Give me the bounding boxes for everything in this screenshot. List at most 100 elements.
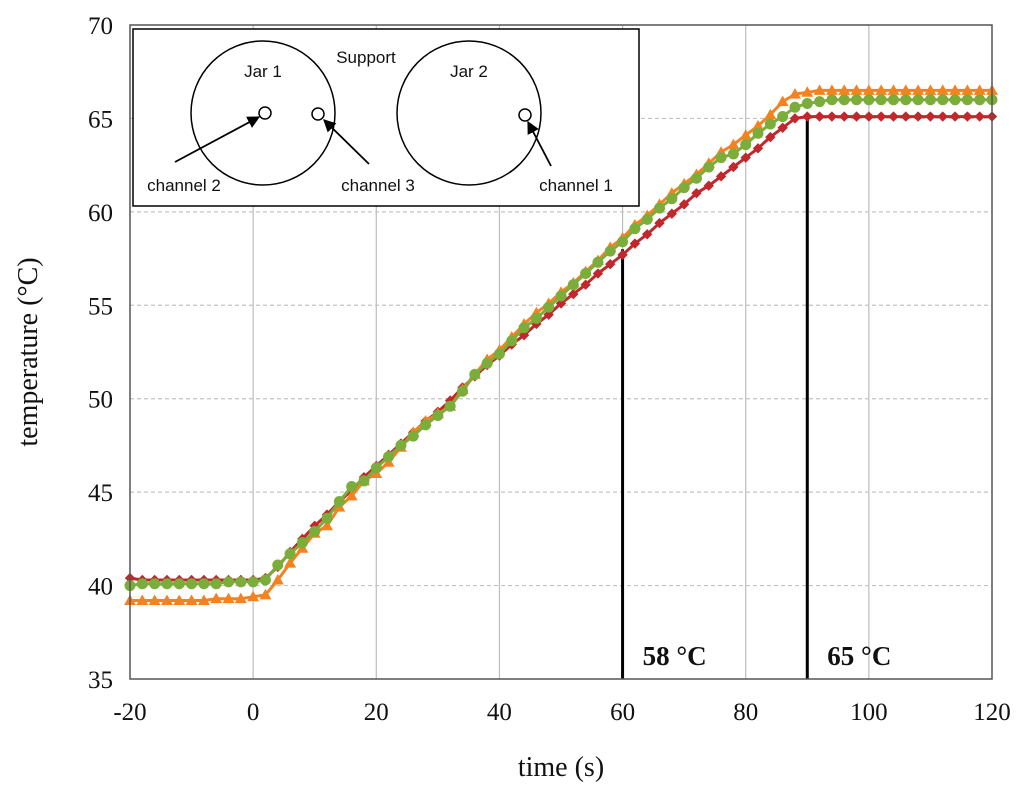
data-point <box>160 594 173 606</box>
data-point <box>296 537 308 549</box>
data-point <box>850 84 863 95</box>
x-tick-label: 20 <box>364 699 389 726</box>
data-point <box>715 152 727 164</box>
channel1-arrow <box>527 120 552 167</box>
data-point <box>801 86 814 97</box>
data-point <box>690 172 702 184</box>
data-point <box>899 84 912 95</box>
data-point <box>937 111 948 122</box>
data-point <box>654 217 665 229</box>
y-tick-label: 40 <box>88 574 113 601</box>
data-point <box>654 202 666 214</box>
x-tick-label: 80 <box>733 699 758 726</box>
data-point <box>432 410 444 422</box>
data-point <box>493 348 505 360</box>
channel3-label: channel 3 <box>341 176 415 195</box>
data-point <box>666 193 678 205</box>
data-point <box>752 143 764 154</box>
data-point <box>309 525 321 537</box>
data-point <box>912 84 925 95</box>
data-point <box>617 249 628 261</box>
data-point <box>727 148 739 160</box>
data-point <box>173 594 186 606</box>
data-point <box>543 309 554 320</box>
x-tick-label: 100 <box>850 699 888 726</box>
data-point <box>703 161 715 173</box>
data-point <box>567 279 579 291</box>
y-tick-label: 35 <box>88 667 113 694</box>
channel2-label: channel 2 <box>147 176 221 195</box>
data-point <box>839 111 850 122</box>
data-point <box>863 94 875 106</box>
channel2-arrow <box>174 116 261 163</box>
data-point <box>838 84 851 95</box>
data-point <box>727 138 740 150</box>
data-point <box>814 96 826 108</box>
data-point <box>765 131 776 143</box>
data-point <box>136 594 149 606</box>
data-point <box>321 519 334 531</box>
data-point <box>629 223 641 235</box>
data-point <box>247 576 259 588</box>
reference-lines <box>621 118 809 679</box>
data-point <box>961 84 974 95</box>
data-point <box>197 594 210 606</box>
data-point <box>642 229 653 240</box>
x-tick-label: 120 <box>973 699 1011 726</box>
data-point <box>974 94 986 106</box>
data-point <box>173 578 185 590</box>
data-point <box>814 111 825 122</box>
data-point <box>592 268 604 279</box>
data-point <box>826 94 838 106</box>
data-point <box>900 94 912 106</box>
data-point <box>912 94 924 106</box>
data-point <box>223 576 235 588</box>
data-point <box>198 578 210 590</box>
data-point <box>924 84 937 95</box>
y-tick-label: 50 <box>88 387 113 414</box>
data-point <box>568 288 579 300</box>
x-tick-label: 0 <box>247 699 260 726</box>
data-point <box>383 451 395 463</box>
data-point <box>912 111 924 122</box>
data-point <box>420 419 432 431</box>
data-point <box>271 573 284 585</box>
y-tick-label: 70 <box>88 13 113 40</box>
channel1-label: channel 1 <box>539 176 613 195</box>
data-point <box>924 94 936 106</box>
data-point <box>936 84 949 95</box>
data-point <box>555 298 567 309</box>
data-point <box>678 182 690 194</box>
jar2-label: Jar 2 <box>450 62 488 81</box>
channel1-probe <box>518 108 532 122</box>
data-point <box>961 94 973 106</box>
data-point <box>592 256 604 268</box>
data-point <box>309 520 320 531</box>
data-point <box>788 88 801 99</box>
data-point <box>370 462 382 474</box>
data-point <box>321 512 333 524</box>
jar2-circle <box>396 40 542 186</box>
series-channel-2 <box>124 94 998 592</box>
data-point <box>875 94 887 106</box>
data-point <box>605 258 616 270</box>
x-tick-label: -20 <box>113 699 146 726</box>
data-series <box>124 84 998 606</box>
data-point <box>703 180 714 191</box>
data-point <box>259 588 272 600</box>
data-point <box>666 208 678 219</box>
data-point <box>284 557 297 568</box>
data-point <box>900 111 911 122</box>
inset-box <box>132 28 640 207</box>
reference-labels: 58 °C 65 °C <box>643 641 892 671</box>
axis-ticks: -20 0 20 40 60 80 100 120 35 40 45 50 55 60 65 70 <box>88 13 1011 726</box>
data-point <box>148 594 161 606</box>
data-point <box>777 122 788 133</box>
reference-label: 65 °C <box>827 641 891 671</box>
data-point <box>481 357 493 369</box>
data-point <box>764 108 777 120</box>
data-point <box>949 84 962 95</box>
data-point <box>691 187 702 199</box>
data-point <box>949 111 961 122</box>
data-point <box>333 495 345 507</box>
